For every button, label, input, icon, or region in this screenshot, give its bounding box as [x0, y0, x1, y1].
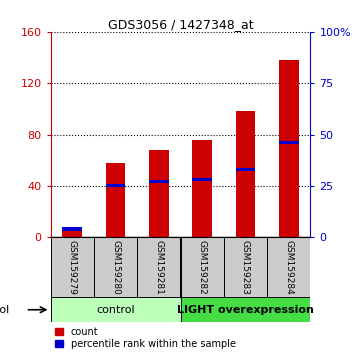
Bar	[137, 237, 180, 297]
Bar	[267, 237, 310, 297]
Text: GSM159283: GSM159283	[241, 240, 250, 295]
Text: GSM159282: GSM159282	[198, 240, 206, 295]
Bar	[180, 237, 224, 297]
Bar	[180, 297, 310, 322]
Bar	[279, 60, 299, 237]
Bar	[106, 163, 125, 237]
Bar	[62, 227, 82, 237]
Bar	[236, 168, 255, 171]
Bar	[62, 227, 82, 230]
Text: GSM159279: GSM159279	[68, 240, 77, 295]
Bar	[224, 237, 267, 297]
Text: GSM159281: GSM159281	[155, 240, 163, 295]
Text: protocol: protocol	[0, 305, 9, 315]
Bar	[149, 180, 169, 183]
Text: GSM159284: GSM159284	[284, 240, 293, 295]
Bar	[106, 184, 125, 188]
Bar	[192, 139, 212, 237]
Text: GSM159280: GSM159280	[111, 240, 120, 295]
Bar	[149, 150, 169, 237]
Text: control: control	[96, 305, 135, 315]
Bar	[94, 237, 137, 297]
Bar	[236, 112, 255, 237]
Legend: count, percentile rank within the sample: count, percentile rank within the sample	[55, 327, 236, 349]
Title: GDS3056 / 1427348_at: GDS3056 / 1427348_at	[108, 18, 253, 31]
Text: LIGHT overexpression: LIGHT overexpression	[177, 305, 314, 315]
Bar	[192, 178, 212, 181]
Bar	[51, 237, 94, 297]
Bar	[279, 141, 299, 144]
Bar	[51, 297, 180, 322]
